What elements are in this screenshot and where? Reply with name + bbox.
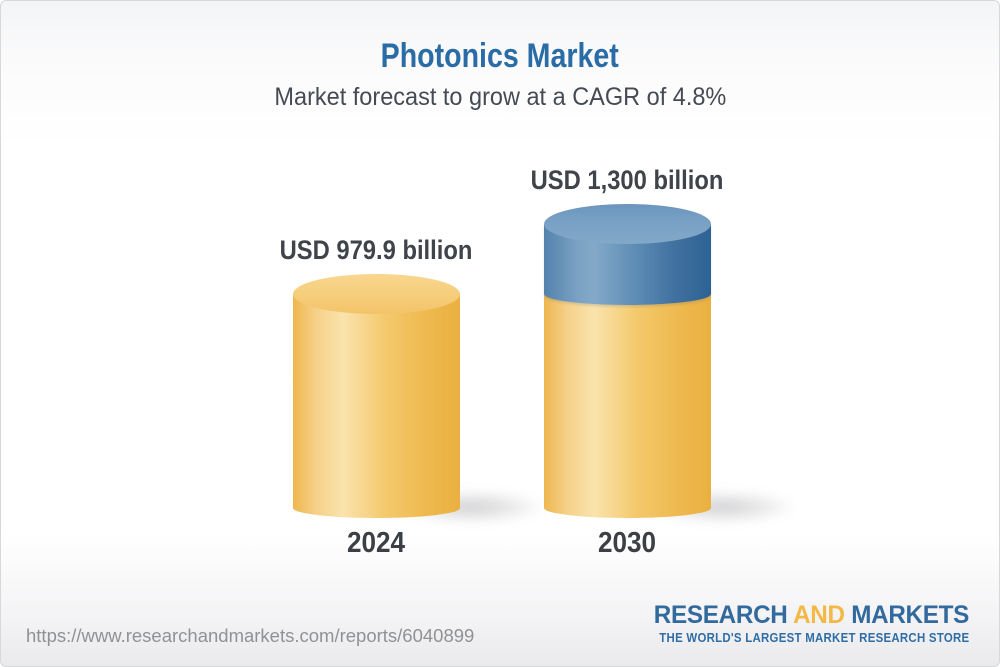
logo-word-research: RESEARCH — [653, 601, 788, 629]
cylinder-2030-segment-gold — [543, 293, 711, 518]
cylinder-2024-top — [292, 273, 460, 314]
header: Photonics Market Market forecast to grow… — [1, 1, 999, 111]
page-subtitle-text: Market forecast to grow at a CAGR of 4.8… — [274, 83, 726, 111]
page-title-text: Photonics Market — [380, 37, 620, 75]
value-label-2024: USD 979.9 billion — [279, 234, 473, 265]
page-title: Photonics Market — [1, 38, 999, 74]
page-subtitle: Market forecast to grow at a CAGR of 4.8… — [1, 84, 999, 111]
brand-logo: RESEARCH AND MARKETS THE WORLD'S LARGEST… — [617, 601, 970, 647]
year-label-2024: 2024 — [346, 527, 406, 559]
logo-word-markets: MARKETS — [851, 601, 969, 629]
logo-word-and: AND — [793, 601, 845, 629]
report-url: https://www.researchandmarkets.com/repor… — [26, 625, 475, 646]
year-label-2030: 2030 — [597, 527, 657, 559]
brand-tagline: THE WORLD'S LARGEST MARKET RESEARCH STOR… — [658, 630, 969, 645]
brand-logo-wordmark: RESEARCH AND MARKETS — [653, 601, 970, 629]
cylinder-2024-segment-gold — [292, 293, 460, 518]
cylinder-2030-top — [543, 204, 711, 244]
value-label-2030: USD 1,300 billion — [530, 165, 724, 195]
